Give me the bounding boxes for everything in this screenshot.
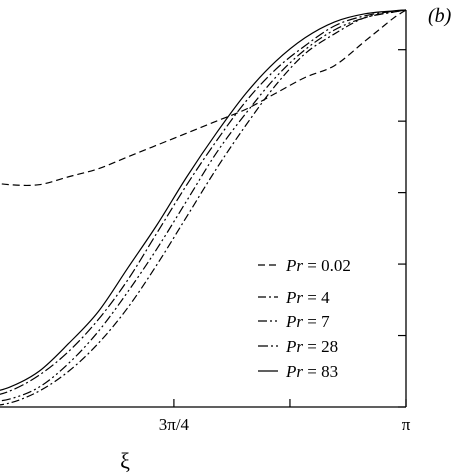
series-line-1	[0, 9, 407, 187]
legend-label-4: Pr = 28	[285, 337, 338, 356]
x-axis-label: ξ	[120, 448, 130, 473]
legend-label-5: Pr = 83	[285, 362, 338, 381]
x-tick-label: π	[402, 415, 411, 434]
legend-label-2: Pr = 4	[285, 288, 330, 307]
series-line-3	[0, 9, 407, 402]
series-line-4	[0, 9, 407, 395]
series-line-5	[0, 9, 407, 391]
legend: Pr = 0.02 Pr = 4 Pr = 7 Pr = 28 Pr = 83	[258, 256, 351, 381]
series-line-2	[0, 9, 407, 406]
legend-label-1: Pr = 0.02	[285, 256, 351, 275]
axes: 3π/4 π	[0, 10, 411, 434]
curves	[0, 9, 407, 406]
panel-label: (b)	[428, 5, 452, 27]
legend-label-3: Pr = 7	[285, 312, 330, 331]
x-tick-label: 3π/4	[159, 415, 190, 434]
